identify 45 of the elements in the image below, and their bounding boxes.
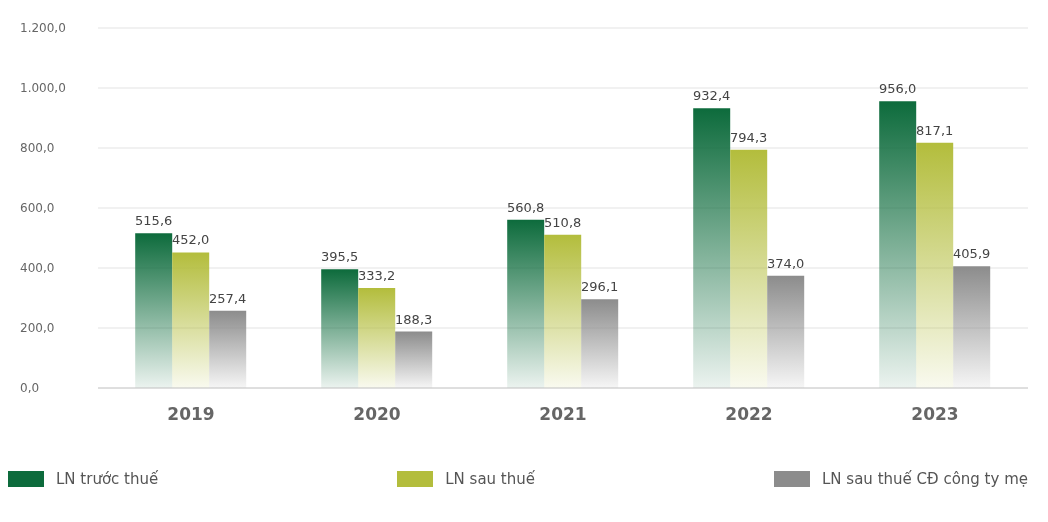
y-tick-label: 1.000,0 [20, 81, 66, 96]
data-label: 395,5 [321, 249, 359, 265]
legend-label: LN sau thuế [445, 470, 535, 488]
bar [358, 288, 396, 388]
data-label: 817,1 [916, 122, 954, 138]
y-tick-label: 600,0 [20, 201, 55, 216]
data-label: 932,4 [693, 88, 731, 104]
data-label: 257,4 [209, 290, 247, 306]
y-tick-label: 400,0 [20, 261, 55, 276]
data-label: 515,6 [135, 213, 173, 229]
y-tick-label: 800,0 [20, 141, 55, 156]
data-label: 560,8 [507, 199, 545, 215]
y-tick-label: 0,0 [20, 381, 40, 396]
x-tick-label: 2023 [911, 404, 959, 425]
legend-label: LN trước thuế [56, 470, 159, 488]
bar [321, 269, 359, 388]
bar [879, 101, 917, 388]
bar [507, 219, 545, 388]
x-tick-label: 2020 [353, 404, 401, 425]
bar [693, 108, 731, 388]
bar [916, 142, 954, 388]
bar [135, 233, 173, 388]
y-tick-label: 200,0 [20, 321, 55, 336]
data-label: 333,2 [358, 268, 396, 284]
bar [581, 299, 619, 388]
data-label: 510,8 [544, 214, 582, 230]
data-label: 188,3 [395, 311, 433, 327]
data-label: 794,3 [730, 129, 768, 145]
x-tick-label: 2021 [539, 404, 587, 425]
bar [767, 275, 805, 388]
x-tick-label: 2019 [167, 404, 215, 425]
y-tick-label: 1.200,0 [20, 21, 66, 36]
data-label: 956,0 [879, 81, 917, 97]
bar [544, 234, 582, 388]
bar [730, 149, 768, 388]
data-label: 296,1 [581, 279, 619, 295]
legend-label: LN sau thuế CĐ công ty mẹ [822, 470, 1028, 488]
bar [953, 266, 991, 388]
data-label: 374,0 [767, 255, 805, 271]
bar [172, 252, 210, 388]
data-label: 405,9 [953, 246, 991, 262]
bar [395, 331, 433, 388]
bar [209, 310, 247, 388]
x-tick-label: 2022 [725, 404, 773, 425]
data-label: 452,0 [172, 232, 210, 248]
